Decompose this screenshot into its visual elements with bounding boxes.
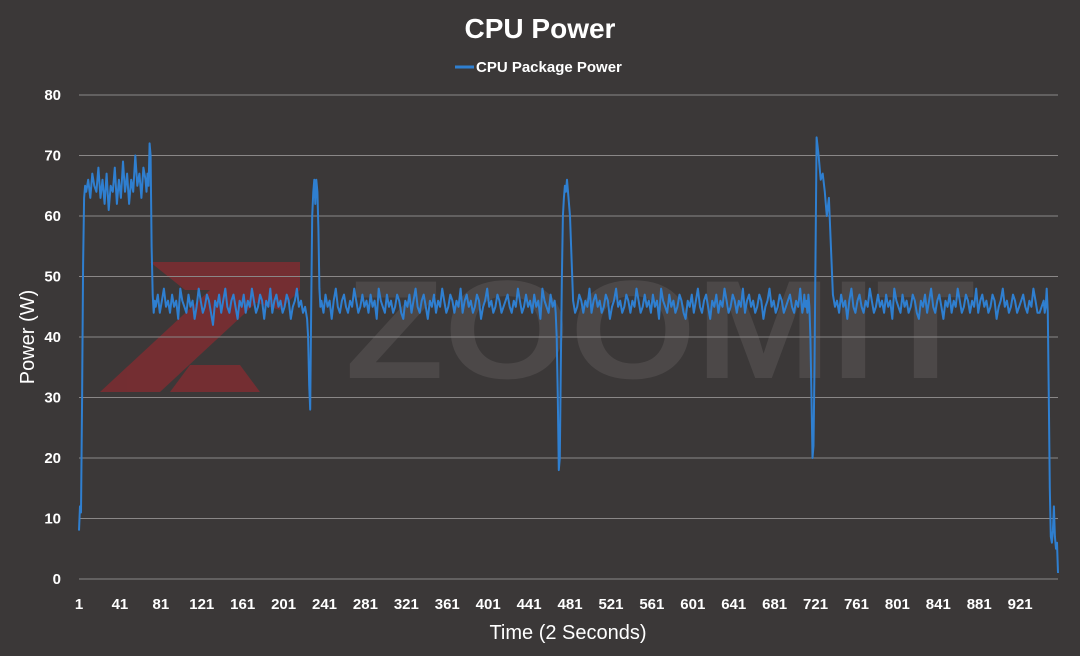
- series-line-cpu-package-power: [78, 136, 1059, 574]
- x-tick-label: 601: [680, 596, 705, 613]
- x-tick-label: 801: [885, 596, 910, 613]
- x-tick-label: 761: [844, 596, 869, 613]
- y-tick-label: 0: [53, 571, 61, 588]
- zoomit-logo-mark-icon: [100, 262, 300, 392]
- x-tick-label: 81: [152, 596, 169, 613]
- x-tick-label: 481: [558, 596, 583, 613]
- zoomit-watermark: ZOOMIT: [100, 251, 975, 408]
- y-tick-label: 80: [44, 87, 61, 104]
- x-tick-label: 401: [476, 596, 501, 613]
- x-tick-label: 321: [394, 596, 419, 613]
- y-tick-label: 20: [44, 450, 61, 467]
- x-tick-label: 241: [312, 596, 337, 613]
- chart-title: CPU Power: [465, 13, 616, 44]
- y-tick-label: 50: [44, 269, 61, 286]
- y-tick-label: 60: [44, 208, 61, 225]
- x-tick-label: 841: [926, 596, 951, 613]
- y-tick-label: 40: [44, 329, 61, 346]
- y-tick-labels: 0 10 20 30 40 50 60 70 80: [44, 87, 61, 588]
- y-axis-label: Power (W): [17, 290, 39, 384]
- y-tick-label: 30: [44, 390, 61, 407]
- x-tick-label: 521: [598, 596, 623, 613]
- gridlines: [79, 94, 1058, 580]
- legend-label: CPU Package Power: [476, 59, 622, 76]
- x-tick-label: 201: [271, 596, 296, 613]
- legend: CPU Package Power: [455, 59, 622, 76]
- x-tick-label: 41: [112, 596, 129, 613]
- series-layer: [78, 136, 1059, 574]
- y-tick-label: 70: [44, 148, 61, 165]
- x-tick-label: 281: [353, 596, 378, 613]
- x-tick-label: 881: [967, 596, 992, 613]
- x-tick-label: 361: [435, 596, 460, 613]
- x-axis-label: Time (2 Seconds): [489, 622, 646, 644]
- x-tick-labels: 1 41 81 121 161 201 241 281 321 361 401 441 481 521 56…: [75, 596, 1033, 613]
- zoomit-watermark-text: ZOOMIT: [345, 251, 975, 408]
- x-tick-label: 921: [1008, 596, 1033, 613]
- y-tick-label: 10: [44, 511, 61, 528]
- x-tick-label: 721: [803, 596, 828, 613]
- x-tick-label: 641: [721, 596, 746, 613]
- x-tick-label: 561: [639, 596, 664, 613]
- x-tick-label: 441: [517, 596, 542, 613]
- x-tick-label: 681: [762, 596, 787, 613]
- x-tick-label: 121: [189, 596, 214, 613]
- x-tick-label: 161: [230, 596, 255, 613]
- x-tick-label: 1: [75, 596, 83, 613]
